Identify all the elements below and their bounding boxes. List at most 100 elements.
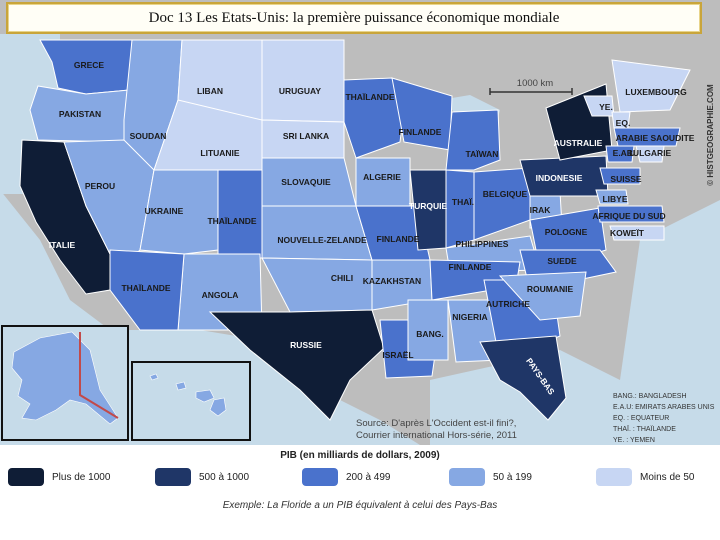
state-label: BULGARIE xyxy=(627,148,672,158)
state-label: EQ. xyxy=(616,118,631,128)
state-label: UKRAINE xyxy=(145,206,184,216)
state-label: URUGUAY xyxy=(279,86,322,96)
state-label: FINLANDE xyxy=(449,262,492,272)
state-label: THAÏLANDE xyxy=(121,283,170,293)
state-label: AUTRICHE xyxy=(486,299,530,309)
state-shape xyxy=(635,145,665,163)
state-label: ROUMANIE xyxy=(527,284,574,294)
atlantic-ocean xyxy=(620,200,720,380)
labels-layer: GRECE PAKISTAN ITALIE SOUDAN PEROU LIBAN UKRAI… xyxy=(39,60,695,418)
abbr-1: E.A.U: EMIRATS ARABES UNIS xyxy=(613,404,715,411)
state-shape xyxy=(479,335,567,421)
state-shape xyxy=(407,299,449,361)
state-label: THAÏLANDE xyxy=(207,216,256,226)
state-label: NOUVELLE-ZELANDE xyxy=(277,235,367,245)
state-label: RUSSIE xyxy=(290,340,322,350)
state-label: SUEDE xyxy=(547,256,577,266)
abbr-4: YE. : YEMEN xyxy=(613,437,655,444)
legend-label: 200 à 499 xyxy=(346,471,391,483)
legend-item: 200 à 499 xyxy=(302,466,430,488)
page-title: Doc 13 Les Etats-Unis: la première puiss… xyxy=(6,2,702,34)
state-label: TURQUIE xyxy=(409,201,448,211)
legend-swatch xyxy=(596,468,632,486)
state-label: INDONESIE xyxy=(536,173,583,183)
legend-label: 500 à 1000 xyxy=(199,471,250,483)
hawaii-inset xyxy=(131,361,251,441)
state-label: CHILI xyxy=(331,273,353,283)
legend-item: 50 à 199 xyxy=(449,466,577,488)
state-label: E.A.U xyxy=(613,148,636,158)
legend-label: 50 à 199 xyxy=(493,471,532,483)
state-label: POLOGNE xyxy=(545,227,588,237)
state-shape xyxy=(445,169,475,249)
state-label: ARABIE SAOUDITE xyxy=(616,133,695,143)
abbreviations: BANG.: BANGLADESH E.A.U: EMIRATS ARABES … xyxy=(613,393,715,444)
legend-label: Plus de 1000 xyxy=(52,471,111,483)
state-shape xyxy=(613,127,681,147)
legend-item: 500 à 1000 xyxy=(155,466,283,488)
state-shape xyxy=(595,189,629,205)
state-shape xyxy=(261,205,373,261)
state-label: THAÏLANDE xyxy=(345,92,394,102)
state-shape xyxy=(609,225,665,241)
abbr-3: THAÏ. : THAÏLANDE xyxy=(613,425,676,433)
state-label: LUXEMBOURG xyxy=(625,87,687,97)
state-shape xyxy=(498,271,587,321)
state-label: PEROU xyxy=(85,181,115,191)
state-label: AFRIQUE DU SUD xyxy=(592,211,665,221)
state-label: BANG. xyxy=(416,329,443,339)
state-label: SLOVAQUIE xyxy=(281,177,331,187)
state-label: IRAK xyxy=(530,205,552,215)
state-label: ISRAËL xyxy=(382,350,413,360)
legend-item: Plus de 1000 xyxy=(8,466,136,488)
state-label: PHILIPPINES xyxy=(456,239,509,249)
source-line-1: Source: D'après L'Occident est-il fini?, xyxy=(356,418,516,429)
legend-title: PIB (en milliards de dollars, 2009) xyxy=(280,450,440,461)
abbr-2: EQ. : EQUATEUR xyxy=(613,415,669,422)
state-label: KOWEÏT xyxy=(610,228,645,238)
legend-item: Moins de 50 xyxy=(596,466,720,488)
state-label: ALGERIE xyxy=(363,172,401,182)
state-shape xyxy=(611,59,691,113)
state-label: FINLANDE xyxy=(377,234,420,244)
state-label: ANGOLA xyxy=(202,290,239,300)
state-shape xyxy=(605,145,635,163)
abbr-0: BANG.: BANGLADESH xyxy=(613,393,687,400)
state-shape xyxy=(355,157,411,207)
state-shape xyxy=(445,109,501,171)
state-shape xyxy=(599,167,641,185)
legend-label: Moins de 50 xyxy=(640,471,695,483)
state-label: ITALIE xyxy=(49,240,76,250)
legend-swatch xyxy=(449,468,485,486)
source-line-2: Courrier international Hors-série, 2011 xyxy=(356,430,517,441)
legend: Plus de 1000 500 à 1000 200 à 499 50 à 1… xyxy=(0,466,720,490)
state-label: AUSTRALIE xyxy=(554,138,603,148)
state-label: BELGIQUE xyxy=(483,189,528,199)
state-label: LIBYE xyxy=(602,194,627,204)
state-label: SRI LANKA xyxy=(283,131,329,141)
usa-gdp-map: GRECE PAKISTAN ITALIE SOUDAN PEROU LIBAN UKRAI… xyxy=(0,0,720,445)
state-label: NIGERIA xyxy=(452,312,487,322)
example-note: Exemple: La Floride a un PIB équivalent … xyxy=(222,500,498,511)
state-label: KAZAKHSTAN xyxy=(363,276,421,286)
scale-label: 1000 km xyxy=(517,78,554,89)
state-label: GRECE xyxy=(74,60,105,70)
state-shape xyxy=(153,99,263,171)
state-shape xyxy=(109,249,185,331)
state-label: LITUANIE xyxy=(200,148,240,158)
state-label: LIBAN xyxy=(197,86,223,96)
state-label: PAKISTAN xyxy=(59,109,101,119)
state-croatie-shape xyxy=(149,373,227,417)
legend-swatch xyxy=(302,468,338,486)
state-label: SOUDAN xyxy=(130,131,167,141)
state-shape xyxy=(261,39,345,123)
state-label: SUISSE xyxy=(610,174,642,184)
state-shape xyxy=(597,205,665,223)
legend-swatch xyxy=(155,468,191,486)
state-shape xyxy=(208,309,385,421)
states-layer xyxy=(19,39,691,421)
state-label: THAÏ. xyxy=(452,197,474,207)
legend-swatch xyxy=(8,468,44,486)
credit: © HISTGEOGRAPHIE.COM xyxy=(706,84,715,186)
state-label: FINLANDE xyxy=(399,127,442,137)
